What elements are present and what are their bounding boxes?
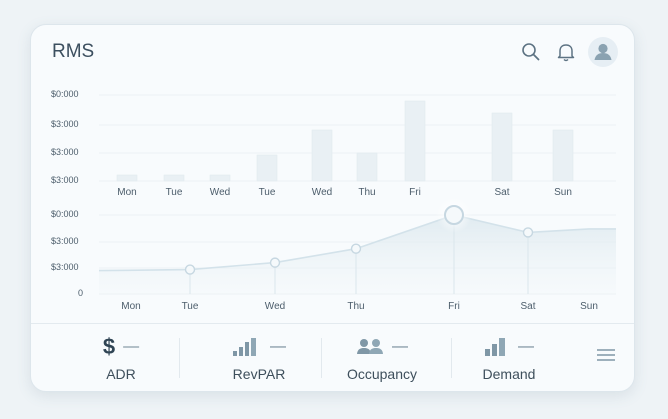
bar-chart-icon <box>485 338 505 356</box>
bar-y-tick-label: $3:000 <box>51 147 79 157</box>
kpi-occupancy-value: — <box>392 338 408 355</box>
line-area-fill <box>99 215 616 294</box>
bar-x-tick-label: Tue <box>258 187 276 198</box>
bar-x-tick-label: Fri <box>409 187 421 198</box>
kpi-adr-button[interactable]: $ — ADR <box>75 324 167 391</box>
divider <box>179 338 180 378</box>
line-x-tick-label: Thu <box>347 301 365 312</box>
line-x-tick-label: Mon <box>121 301 141 312</box>
divider <box>451 338 452 378</box>
kpi-revpar-button[interactable]: — RevPAR <box>199 324 319 391</box>
bar-x-tick-label: Sat <box>494 187 510 198</box>
bar <box>356 152 378 182</box>
kpi-demand-label: Demand <box>482 366 536 382</box>
bar-y-tick-label: $3:000 <box>51 119 79 129</box>
bar <box>404 100 426 182</box>
kpi-adr-value: — <box>123 338 140 355</box>
people-icon <box>357 339 383 354</box>
bar-y-tick-label: $0:000 <box>51 89 79 99</box>
bar-x-tick-label: Thu <box>358 187 376 198</box>
kpi-occupancy-label: Occupancy <box>346 366 418 382</box>
data-point <box>444 205 464 225</box>
kpi-demand-button[interactable]: — Demand <box>461 324 557 391</box>
kpi-footer: $ — ADR — RevPAR <box>31 323 634 391</box>
user-icon <box>594 43 612 60</box>
bar <box>256 154 278 182</box>
bar <box>116 174 138 182</box>
data-point <box>184 264 196 275</box>
bar <box>552 129 574 182</box>
divider <box>321 338 322 378</box>
dollar-icon: $ <box>102 334 116 359</box>
line-x-tick-label: Sun <box>580 301 598 312</box>
bar-x-tick-label: Wed <box>311 187 333 198</box>
line-x-tick-label: Wed <box>264 301 286 312</box>
data-point <box>350 243 362 254</box>
kpi-occupancy-button[interactable]: — Occupancy <box>331 324 433 391</box>
kpi-demand-value: — <box>518 338 534 355</box>
search-icon[interactable] <box>520 41 542 63</box>
line-x-tick-label: Tue <box>181 301 199 312</box>
series-line <box>98 214 616 272</box>
bar-chart-icon <box>233 338 256 356</box>
line-y-tick-label: $3:000 <box>51 262 79 272</box>
line-y-tick-label: $3:000 <box>51 236 79 246</box>
menu-icon[interactable] <box>596 346 616 364</box>
bar-x-tick-label: Tue <box>165 187 183 198</box>
bar <box>311 129 333 182</box>
line-x-tick-label: Fri <box>448 301 460 312</box>
bar <box>209 174 231 182</box>
data-point <box>269 257 281 268</box>
bar-x-tick-label: Sun <box>554 187 572 198</box>
line-y-tick-label: 0 <box>78 288 84 298</box>
kpi-revpar-value: — <box>270 338 286 355</box>
bar <box>491 112 513 182</box>
line-y-tick-label: $0:000 <box>51 209 79 219</box>
bar-y-tick-label: $3:000 <box>51 175 79 185</box>
kpi-revpar-label: RevPAR <box>232 366 286 382</box>
bell-icon[interactable] <box>555 41 577 63</box>
bar-x-tick-label: Wed <box>209 187 231 198</box>
bar-x-tick-label: Mon <box>117 187 137 198</box>
charts-area <box>98 94 616 295</box>
bar <box>163 174 185 182</box>
user-avatar[interactable] <box>588 37 618 67</box>
data-point <box>522 227 534 238</box>
kpi-adr-label: ADR <box>106 366 136 382</box>
rms-dashboard-card: RMS $0:000 $3: <box>30 24 635 392</box>
app-title: RMS <box>52 41 95 62</box>
line-x-tick-label: Sat <box>520 301 536 312</box>
